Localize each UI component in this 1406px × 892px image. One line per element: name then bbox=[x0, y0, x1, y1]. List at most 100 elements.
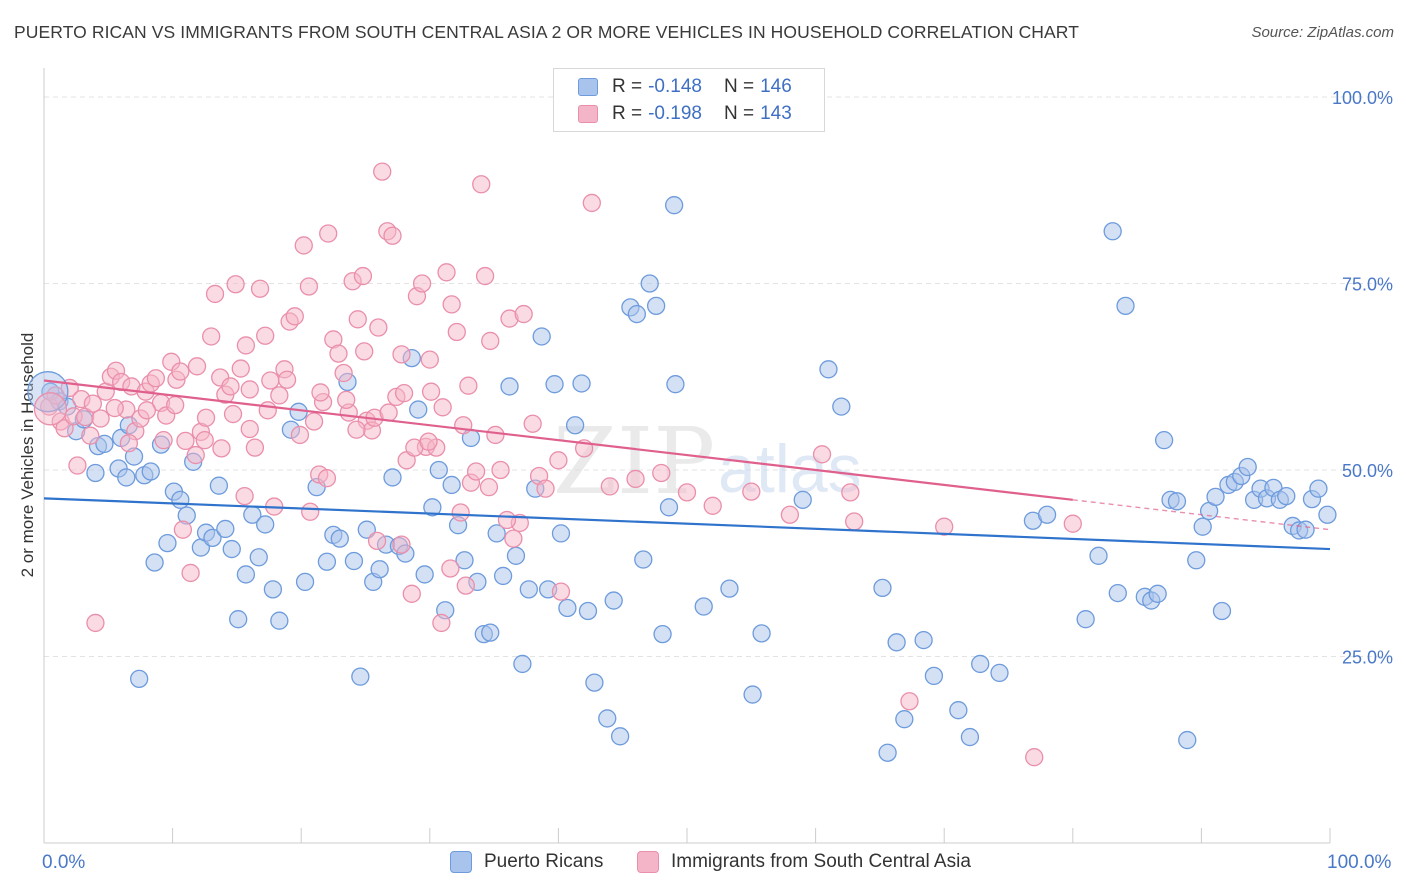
puerto-rican-point bbox=[487, 524, 506, 543]
legend-n-label: N = bbox=[723, 76, 755, 97]
south-central-asia-point bbox=[235, 486, 254, 506]
puerto-rican-point bbox=[1238, 457, 1257, 477]
legend-swatch-pink bbox=[578, 105, 598, 123]
puerto-rican-point bbox=[914, 630, 933, 650]
south-central-asia-point bbox=[186, 445, 205, 465]
puerto-rican-point bbox=[519, 580, 538, 599]
south-central-asia-point bbox=[173, 520, 193, 539]
south-central-asia-point bbox=[154, 431, 173, 450]
bottom-legend-swatch-pink bbox=[637, 851, 659, 873]
puerto-rican-point bbox=[598, 709, 617, 728]
legend-r-label: R = bbox=[612, 76, 643, 97]
south-central-asia-point bbox=[299, 277, 319, 296]
puerto-rican-point bbox=[832, 397, 851, 416]
puerto-rican-point bbox=[1167, 492, 1187, 511]
bottom-legend-south-central-asia[interactable]: Immigrants from South Central Asia bbox=[637, 851, 971, 873]
south-central-asia-trend-extension bbox=[1072, 499, 1331, 531]
puerto-rican-point bbox=[383, 468, 402, 487]
puerto-rican-point bbox=[793, 490, 812, 509]
puerto-rican-point bbox=[236, 565, 256, 584]
south-central-asia-point bbox=[383, 226, 402, 245]
legend-row-south-central-asia: R = -0.198 N = 143 bbox=[578, 101, 792, 127]
puerto-rican-point bbox=[1154, 431, 1174, 450]
south-central-asia-point bbox=[497, 510, 517, 530]
puerto-rican-point bbox=[545, 375, 564, 394]
puerto-rican-point bbox=[344, 551, 364, 571]
puerto-rican-point bbox=[604, 591, 623, 610]
south-central-asia-point bbox=[86, 613, 105, 633]
south-central-asia-point bbox=[46, 386, 65, 405]
south-central-asia-point bbox=[459, 376, 478, 395]
south-central-asia-point bbox=[226, 275, 245, 294]
south-central-asia-point bbox=[261, 371, 280, 390]
puerto-rican-point bbox=[1318, 505, 1337, 524]
puerto-rican-point bbox=[558, 598, 577, 618]
puerto-rican-point bbox=[924, 666, 944, 686]
y-tick-label: 100.0% bbox=[1332, 88, 1393, 108]
south-central-asia-point bbox=[212, 439, 231, 458]
chart-title: PUERTO RICAN VS IMMIGRANTS FROM SOUTH CE… bbox=[14, 22, 1080, 42]
puerto-rican-point bbox=[481, 623, 500, 642]
puerto-rican-point bbox=[409, 400, 428, 419]
puerto-rican-point bbox=[330, 529, 349, 548]
south-central-asia-point bbox=[437, 263, 456, 282]
south-central-asia-point bbox=[600, 477, 619, 496]
south-central-asia-point bbox=[433, 398, 452, 417]
puerto-rican-point bbox=[145, 553, 164, 572]
puerto-rican-point bbox=[1076, 610, 1095, 629]
puerto-rican-point bbox=[565, 416, 585, 435]
puerto-rican-point bbox=[634, 550, 653, 569]
puerto-rican-point bbox=[222, 539, 241, 559]
south-central-asia-point bbox=[301, 502, 320, 521]
puerto-rican-point bbox=[455, 551, 474, 570]
south-central-asia-point bbox=[481, 331, 500, 351]
south-central-asia-point bbox=[451, 503, 470, 522]
south-central-asia-point bbox=[176, 431, 195, 451]
south-central-asia-point bbox=[677, 483, 697, 502]
south-central-asia-point bbox=[420, 350, 439, 369]
puerto-rican-point bbox=[506, 546, 526, 565]
south-central-asia-point bbox=[202, 327, 221, 346]
puerto-rican-point bbox=[627, 304, 646, 324]
south-central-asia-point bbox=[258, 401, 277, 420]
puerto-rican-point bbox=[1089, 546, 1108, 565]
south-central-asia-point bbox=[1025, 748, 1044, 767]
puerto-rican-point bbox=[646, 296, 666, 316]
south-central-asia-point bbox=[486, 425, 505, 445]
puerto-rican-point bbox=[551, 524, 571, 543]
south-central-asia-point bbox=[181, 563, 200, 583]
puerto-rican-point bbox=[158, 533, 177, 553]
puerto-rican-point bbox=[1116, 296, 1135, 316]
south-central-asia-point bbox=[205, 284, 225, 304]
south-central-asia-point bbox=[441, 559, 460, 578]
legend-r-label: R = bbox=[612, 103, 643, 124]
bottom-legend-puerto-ricans[interactable]: Puerto Ricans bbox=[450, 851, 603, 873]
south-central-asia-point bbox=[285, 307, 304, 326]
puerto-rican-point bbox=[664, 196, 684, 215]
south-central-asia-point bbox=[447, 322, 466, 342]
south-central-asia-point bbox=[221, 377, 240, 396]
puerto-rican-point bbox=[500, 377, 519, 396]
x-axis-max-label: 100.0% bbox=[1327, 852, 1392, 873]
puerto-rican-point bbox=[1296, 520, 1315, 539]
south-central-asia-point bbox=[68, 456, 87, 475]
south-central-asia-point bbox=[91, 409, 110, 428]
south-central-asia-point bbox=[412, 274, 432, 293]
south-central-asia-point bbox=[196, 408, 216, 427]
south-central-asia-point bbox=[466, 462, 486, 481]
south-central-asia-point bbox=[582, 193, 601, 213]
puerto-rican-point bbox=[317, 552, 337, 571]
south-central-asia-trend-line bbox=[43, 379, 1073, 501]
south-central-asia-point bbox=[419, 432, 438, 451]
south-central-asia-point bbox=[83, 394, 103, 413]
puerto-rican-point bbox=[949, 701, 968, 720]
puerto-rican-point bbox=[141, 462, 160, 481]
south-central-asia-point bbox=[119, 433, 139, 453]
south-central-asia-point bbox=[236, 336, 256, 355]
puerto-rican-point bbox=[351, 667, 370, 686]
south-central-asia-point bbox=[551, 582, 571, 601]
south-central-asia-point bbox=[402, 584, 421, 603]
puerto-rican-point bbox=[694, 597, 713, 616]
south-central-asia-point bbox=[348, 310, 367, 329]
legend-row-puerto-ricans: R = -0.148 N = 146 bbox=[578, 74, 792, 100]
